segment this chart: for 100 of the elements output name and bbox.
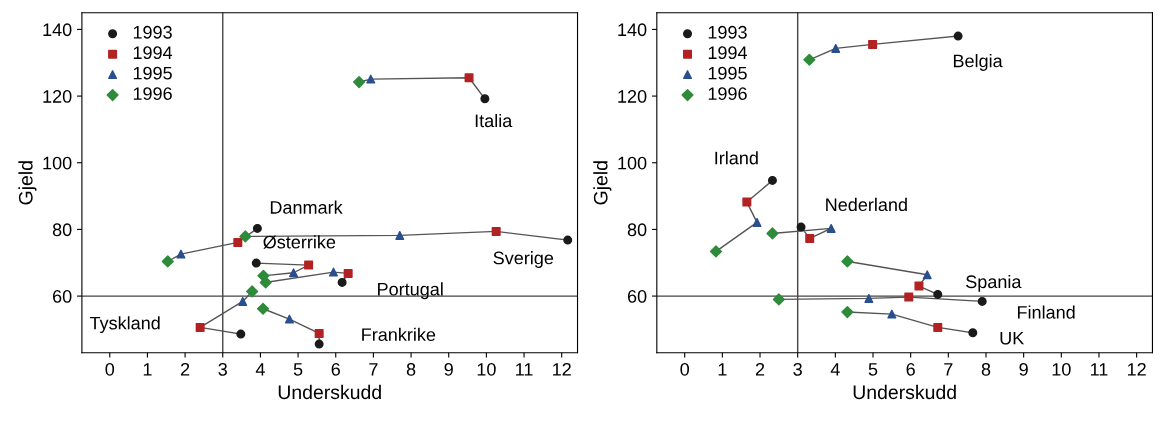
legend-label: 1993	[133, 25, 172, 39]
point	[464, 73, 474, 83]
x-tick-label: 4	[830, 363, 840, 376]
point	[328, 267, 338, 277]
x-tick-label: 6	[906, 362, 915, 376]
legend-label: 1996	[133, 87, 172, 100]
point	[841, 255, 854, 268]
x-tick-label: 6	[331, 362, 340, 376]
x-tick-label: 3	[793, 362, 802, 376]
point	[314, 328, 324, 338]
annotation: Tyskland	[89, 316, 160, 334]
y-tick-label: 140	[618, 23, 647, 37]
point	[304, 260, 314, 270]
point	[968, 328, 978, 338]
y-axis-title: Gjeld	[18, 161, 37, 205]
annotation: Frankrike	[362, 327, 436, 342]
x-tick-label: 5	[293, 363, 303, 376]
point	[766, 227, 779, 240]
point	[805, 233, 815, 243]
x-tick-label: 8	[981, 362, 991, 376]
point	[238, 296, 248, 306]
point	[395, 230, 405, 240]
x-tick-label: 0	[680, 362, 690, 376]
legend-label: 1995	[133, 66, 172, 80]
y-tick-label: 100	[618, 156, 647, 170]
x-tick-label: 12	[1127, 362, 1146, 376]
point	[831, 43, 841, 53]
annotation: Spania	[966, 274, 1022, 292]
annotation: Italia	[475, 113, 513, 128]
x-tick-label: 3	[218, 362, 227, 376]
point	[709, 245, 723, 258]
point	[366, 74, 376, 84]
point	[803, 53, 816, 66]
legend-label: 1994	[133, 46, 173, 60]
point	[251, 258, 261, 268]
legend-label: 1993	[708, 25, 747, 39]
y-tick-label: 140	[43, 23, 72, 37]
y-tick-label: 120	[618, 90, 647, 103]
point	[864, 293, 874, 303]
point	[314, 339, 324, 349]
point	[887, 309, 897, 319]
point	[195, 322, 205, 332]
annotation: Sverige	[493, 251, 554, 268]
point	[933, 289, 943, 299]
y-tick-label: 100	[43, 156, 72, 170]
annotation: UK	[1000, 331, 1025, 345]
y-tick-label: 60	[53, 290, 72, 303]
x-tick-label: 9	[1019, 362, 1028, 376]
point	[914, 281, 924, 291]
point	[933, 322, 943, 332]
x-tick-label: 11	[516, 363, 533, 376]
annotation: Portugal	[378, 282, 443, 300]
point	[289, 268, 299, 278]
point	[353, 76, 366, 89]
x-tick-label: 9	[444, 362, 453, 376]
annotation: Nederland	[826, 197, 907, 212]
y-tick-label: 80	[627, 223, 647, 237]
annotation: Belgia	[953, 54, 1003, 71]
y-tick-label: 120	[43, 90, 72, 103]
point	[256, 302, 270, 315]
x-tick-label: 7	[944, 363, 953, 376]
y-tick-label: 60	[627, 290, 647, 303]
point	[953, 31, 963, 41]
point	[796, 222, 806, 232]
x-tick-label: 10	[1052, 362, 1071, 376]
point	[284, 314, 294, 324]
point	[236, 329, 246, 339]
annotation: Østerrike	[263, 235, 336, 249]
x-tick-label: 7	[369, 363, 378, 376]
point	[176, 249, 186, 259]
point	[922, 270, 932, 280]
point	[742, 197, 752, 207]
x-tick-label: 1	[143, 363, 152, 376]
x-tick-label: 4	[255, 363, 265, 376]
point	[904, 292, 914, 302]
point	[826, 223, 836, 233]
x-tick-label: 1	[718, 363, 727, 376]
x-tick-label: 5	[868, 363, 878, 376]
legend-label: 1996	[708, 87, 747, 100]
point	[752, 217, 762, 227]
point	[246, 285, 259, 298]
x-tick-label: 2	[180, 362, 190, 376]
legend-label: 1995	[708, 66, 747, 80]
point	[772, 293, 785, 306]
point	[239, 230, 252, 243]
annotation: Irland	[715, 151, 758, 165]
x-axis-title: Underskudd	[278, 384, 381, 400]
y-tick-label: 80	[52, 223, 72, 237]
x-tick-label: 10	[477, 362, 496, 376]
y-axis-title: Gjeld	[593, 161, 612, 205]
annotation: Finland	[1017, 305, 1075, 319]
x-axis-title: Underskudd	[853, 384, 956, 400]
point	[767, 175, 777, 185]
point	[977, 296, 987, 306]
point	[841, 306, 854, 319]
point	[161, 255, 174, 268]
point	[343, 268, 353, 278]
point	[252, 223, 262, 233]
x-tick-label: 0	[105, 362, 115, 376]
point	[491, 226, 501, 236]
